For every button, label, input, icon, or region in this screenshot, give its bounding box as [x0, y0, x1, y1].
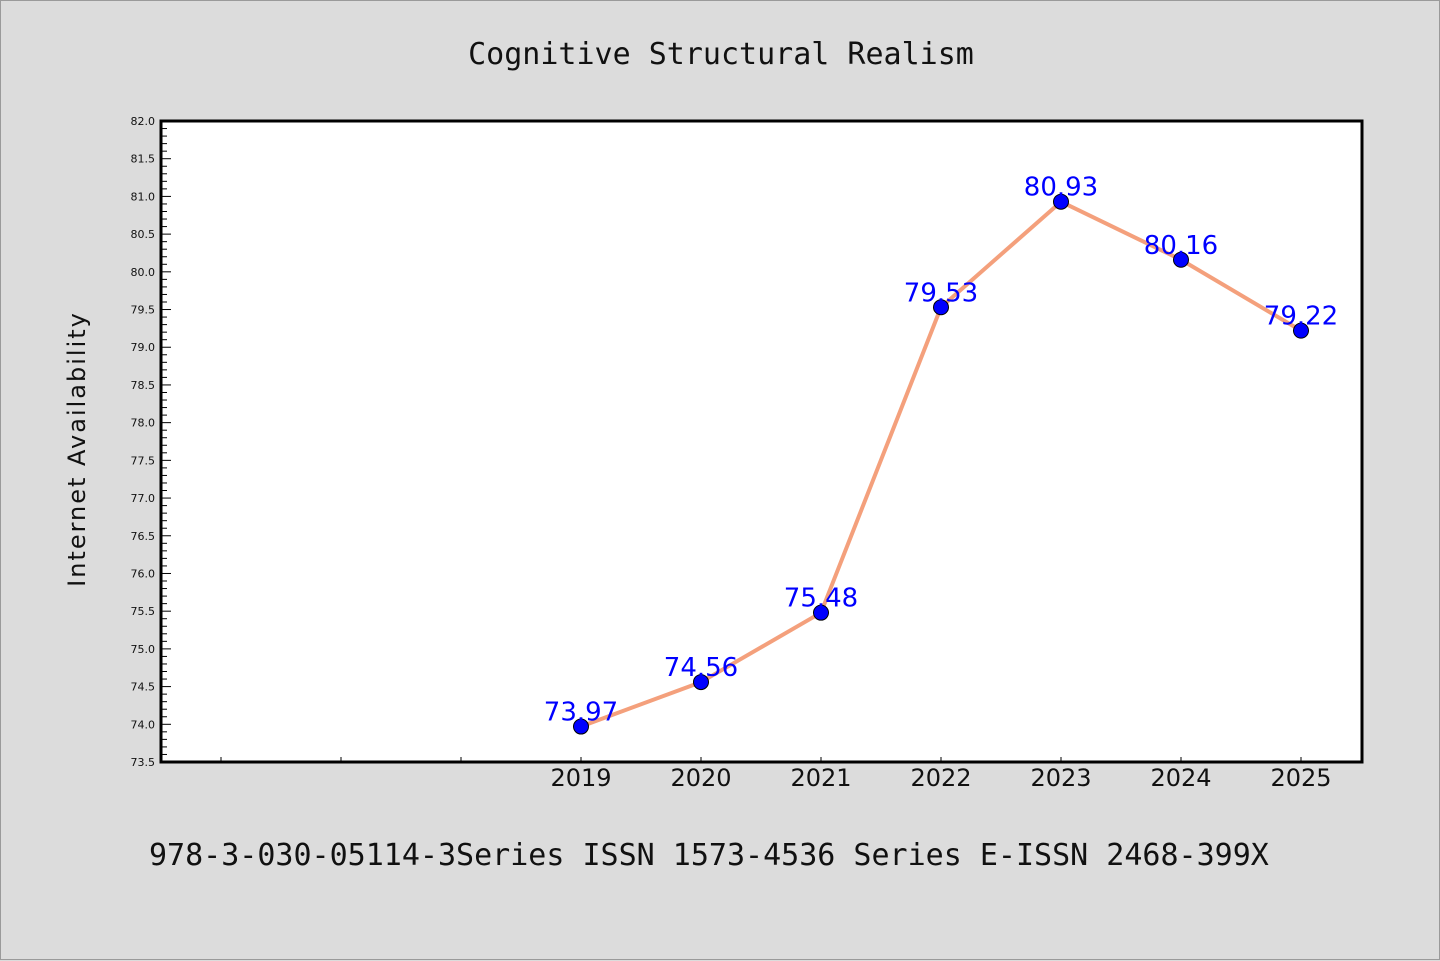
data-point-label: 75.48: [784, 584, 858, 614]
data-point-marker: [1173, 251, 1189, 268]
y-tick-label: 80.0: [131, 266, 156, 279]
data-point-label: 80.93: [1024, 173, 1098, 203]
y-tick-label: 82.0: [131, 115, 156, 128]
y-tick-label: 75.5: [131, 605, 156, 618]
data-point-marker: [573, 718, 589, 735]
footer-isbn-issn: 978-3-030-05114-3Series ISSN 1573-4536 S…: [149, 838, 1269, 873]
y-tick-label: 76.5: [131, 530, 156, 543]
x-tick-label: 2022: [910, 764, 971, 792]
y-axis-label: Internet Availability: [63, 311, 91, 587]
data-point-label: 74.56: [664, 653, 738, 683]
y-tick-label: 76.0: [131, 567, 156, 580]
y-tick-label: 75.0: [131, 643, 156, 656]
y-tick-label: 78.0: [131, 417, 156, 430]
data-point-marker: [1053, 193, 1069, 210]
data-point-marker: [693, 674, 709, 691]
y-tick-label: 79.0: [131, 341, 156, 354]
x-tick-label: 2021: [790, 764, 851, 792]
plot-frame: [159, 119, 1364, 764]
x-tick-label: 2020: [670, 764, 731, 792]
data-point-marker: [813, 604, 829, 621]
y-tick-label: 79.5: [131, 304, 156, 317]
y-tick-label: 81.0: [131, 190, 156, 203]
y-tick-label: 78.5: [131, 379, 156, 392]
chart-title: Cognitive Structural Realism: [468, 37, 974, 72]
plot-area: [161, 121, 1362, 762]
y-tick-label: 77.0: [131, 492, 156, 505]
y-tick-label: 74.5: [131, 681, 156, 694]
y-axis: 73.5 74.0 74.5 75.0 75.5 76.0 76.5 77.0 77.5 78.0…: [131, 115, 171, 769]
y-tick-label: 80.5: [131, 228, 156, 241]
y-tick-label: 81.5: [131, 153, 156, 166]
data-point-label: 79.22: [1264, 302, 1338, 332]
data-point-label: 73.97: [544, 698, 618, 728]
data-point-marker: [1293, 322, 1309, 339]
x-tick-label: 2025: [1270, 764, 1331, 792]
data-point-marker: [933, 299, 949, 316]
series-markers-group: [573, 193, 1309, 735]
x-tick-label: 2019: [550, 764, 611, 792]
data-point-label: 79.53: [904, 278, 978, 308]
data-labels-group: 73.97 74.56 75.48 79.53 80.93 80.16 79.22: [544, 173, 1338, 728]
y-tick-label: 73.5: [131, 756, 156, 769]
x-tick-label: 2024: [1150, 764, 1211, 792]
y-tick-label: 77.5: [131, 454, 156, 467]
y-tick-label: 74.0: [131, 718, 156, 731]
data-point-label: 80.16: [1144, 231, 1218, 261]
x-axis: 2019 2020 2021 2022 2023 2024 2025: [220, 757, 1332, 792]
x-tick-label: 2023: [1030, 764, 1091, 792]
